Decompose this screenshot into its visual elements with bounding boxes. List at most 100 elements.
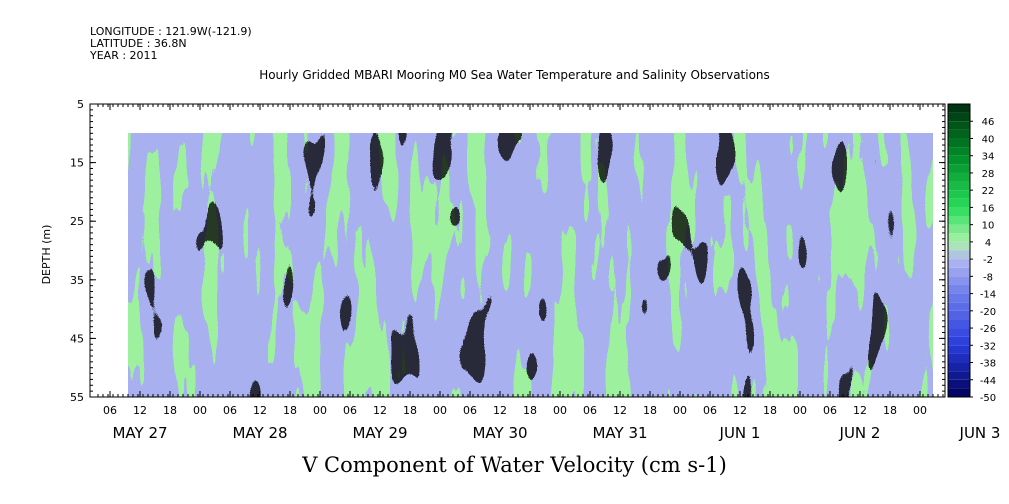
colorbar-band <box>948 336 970 346</box>
colorbar-tick-label: 4 <box>985 238 991 249</box>
chart-title: Hourly Gridded MBARI Mooring M0 Sea Wate… <box>259 68 770 82</box>
colorbar-band <box>948 233 970 242</box>
x-hour-label: 00 <box>673 404 687 417</box>
colorbar-band <box>948 155 970 165</box>
x-hour-label: 00 <box>913 404 927 417</box>
colorbar-tick-label: -26 <box>980 324 996 335</box>
colorbar-band <box>948 284 970 294</box>
x-hour-label: 18 <box>283 404 297 417</box>
colorbar-band <box>948 129 970 139</box>
y-axis-label: DEPTH (m) <box>40 225 53 285</box>
year-label: YEAR : 2011 <box>90 49 158 62</box>
axes-layer: 5 15 25 35 45 55 DEPTH (m) 06 12 18 00 06 12 18 00 06 12… <box>40 98 1000 442</box>
longitude-label: LONGITUDE : 121.9W(-121.9) <box>90 25 252 38</box>
heatmap-strong-positive <box>128 133 933 398</box>
colorbar-tick-label: -2 <box>983 255 993 266</box>
colorbar-band <box>948 164 970 173</box>
latitude-label: LATITUDE : 36.8N <box>90 37 187 50</box>
colorbar-band <box>948 388 970 397</box>
x-hour-label: 12 <box>133 404 147 417</box>
colorbar-tick-label: -32 <box>980 341 996 352</box>
x-hour-label: 00 <box>313 404 327 417</box>
colorbar-band <box>948 216 970 225</box>
colorbar-band <box>948 147 970 156</box>
x-hour-label: 18 <box>523 404 537 417</box>
colorbar-band <box>948 112 970 122</box>
x-day-label: MAY 29 <box>352 424 407 442</box>
y-tick-label: 35 <box>70 274 84 287</box>
colorbar-band <box>948 172 970 182</box>
x-hour-label: 18 <box>883 404 897 417</box>
colorbar-band <box>948 190 970 199</box>
colorbar-band <box>948 319 970 329</box>
x-hour-label: 18 <box>403 404 417 417</box>
colorbar-tick-label: -38 <box>980 359 996 370</box>
colorbar-tick-label: 16 <box>982 203 995 214</box>
x-hour-label: 12 <box>373 404 387 417</box>
x-day-label: MAY 27 <box>112 424 167 442</box>
x-day-label: JUN 2 <box>839 424 881 442</box>
x-hour-label: 18 <box>763 404 777 417</box>
colorbar-tick-label: 40 <box>982 134 995 145</box>
colorbar-band <box>948 353 970 363</box>
x-hour-label: 12 <box>493 404 507 417</box>
colorbar: 46 40 34 28 22 16 10 4 -2 -8 -14 -20 -26 -32 -38 -44 -50 <box>947 103 996 404</box>
colorbar-band <box>948 207 970 217</box>
x-hour-label: 06 <box>103 404 117 417</box>
colorbar-band <box>948 293 970 303</box>
colorbar-tick-label: 22 <box>982 186 995 197</box>
colorbar-tick-label: -44 <box>980 376 996 387</box>
x-hour-label: 12 <box>733 404 747 417</box>
colorbar-band <box>948 276 970 285</box>
x-day-label: JUN 3 <box>959 424 1001 442</box>
colorbar-band <box>948 362 970 372</box>
x-hour-label: 00 <box>433 404 447 417</box>
colorbar-tick-label: 34 <box>982 152 995 163</box>
x-hour-label: 12 <box>253 404 267 417</box>
x-day-label: MAY 30 <box>472 424 527 442</box>
x-hour-label: 06 <box>343 404 357 417</box>
x-hour-label: 06 <box>463 404 477 417</box>
colorbar-band <box>948 104 970 113</box>
colorbar-tick-label: -8 <box>983 272 993 283</box>
colorbar-band <box>948 181 970 191</box>
y-tick-label: 25 <box>70 215 84 228</box>
colorbar-band <box>948 310 970 320</box>
x-day-label: MAY 28 <box>232 424 287 442</box>
colorbar-band <box>948 328 970 337</box>
y-tick-label: 15 <box>70 157 84 170</box>
x-hour-label: 06 <box>823 404 837 417</box>
colorbar-band <box>948 121 970 130</box>
colorbar-tick-label: 46 <box>982 117 995 128</box>
x-hour-label: 12 <box>613 404 627 417</box>
x-hour-label: 00 <box>793 404 807 417</box>
x-hour-label: 18 <box>163 404 177 417</box>
colorbar-tick-label: -14 <box>980 290 996 301</box>
colorbar-band <box>948 302 970 311</box>
colorbar-tick-label: -20 <box>980 307 996 318</box>
colorbar-band <box>948 198 970 208</box>
colorbar-tick-label: 28 <box>982 169 995 180</box>
colorbar-title: V Component of Water Velocity (cm s-1) <box>302 453 727 477</box>
x-hour-label: 06 <box>703 404 717 417</box>
colorbar-band <box>948 345 970 354</box>
colorbar-band <box>948 138 970 148</box>
x-hour-label: 18 <box>643 404 657 417</box>
heatmap-layer <box>128 133 933 398</box>
colorbar-band <box>948 379 970 389</box>
y-tick-label: 55 <box>70 391 84 404</box>
y-tick-label: 45 <box>70 332 84 345</box>
x-hour-label: 06 <box>583 404 597 417</box>
colorbar-band <box>948 371 970 380</box>
x-hour-label: 06 <box>223 404 237 417</box>
colorbar-band <box>948 224 970 234</box>
colorbar-band <box>948 241 970 251</box>
colorbar-tick-label: -50 <box>980 393 996 404</box>
x-hour-label: 00 <box>193 404 207 417</box>
x-day-label: MAY 31 <box>592 424 647 442</box>
x-hour-label: 12 <box>853 404 867 417</box>
colorbar-tick-label: 10 <box>982 221 995 232</box>
colorbar-band <box>948 259 970 268</box>
x-hour-label: 00 <box>553 404 567 417</box>
